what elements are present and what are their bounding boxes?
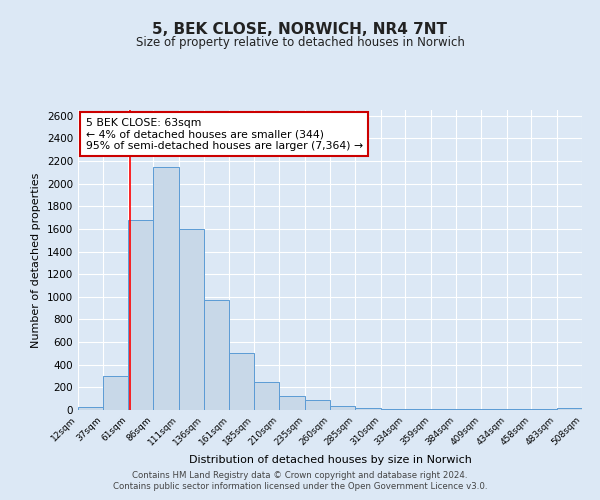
Text: 5 BEK CLOSE: 63sqm
← 4% of detached houses are smaller (344)
95% of semi-detache: 5 BEK CLOSE: 63sqm ← 4% of detached hous… <box>86 118 362 150</box>
Text: 5, BEK CLOSE, NORWICH, NR4 7NT: 5, BEK CLOSE, NORWICH, NR4 7NT <box>152 22 448 38</box>
Text: Contains public sector information licensed under the Open Government Licence v3: Contains public sector information licen… <box>113 482 487 491</box>
Bar <box>179 229 204 410</box>
Text: Contains HM Land Registry data © Crown copyright and database right 2024.: Contains HM Land Registry data © Crown c… <box>132 470 468 480</box>
Bar <box>229 354 254 410</box>
Bar <box>355 408 381 410</box>
Bar <box>330 406 355 410</box>
Text: Size of property relative to detached houses in Norwich: Size of property relative to detached ho… <box>136 36 464 49</box>
Y-axis label: Number of detached properties: Number of detached properties <box>31 172 41 348</box>
Bar <box>279 396 305 410</box>
Bar <box>78 407 103 410</box>
Bar <box>128 220 153 410</box>
Bar <box>557 408 582 410</box>
Bar <box>103 376 128 410</box>
Bar <box>204 300 229 410</box>
Bar <box>254 382 279 410</box>
Bar <box>305 400 330 410</box>
X-axis label: Distribution of detached houses by size in Norwich: Distribution of detached houses by size … <box>188 456 472 466</box>
Bar <box>153 166 179 410</box>
